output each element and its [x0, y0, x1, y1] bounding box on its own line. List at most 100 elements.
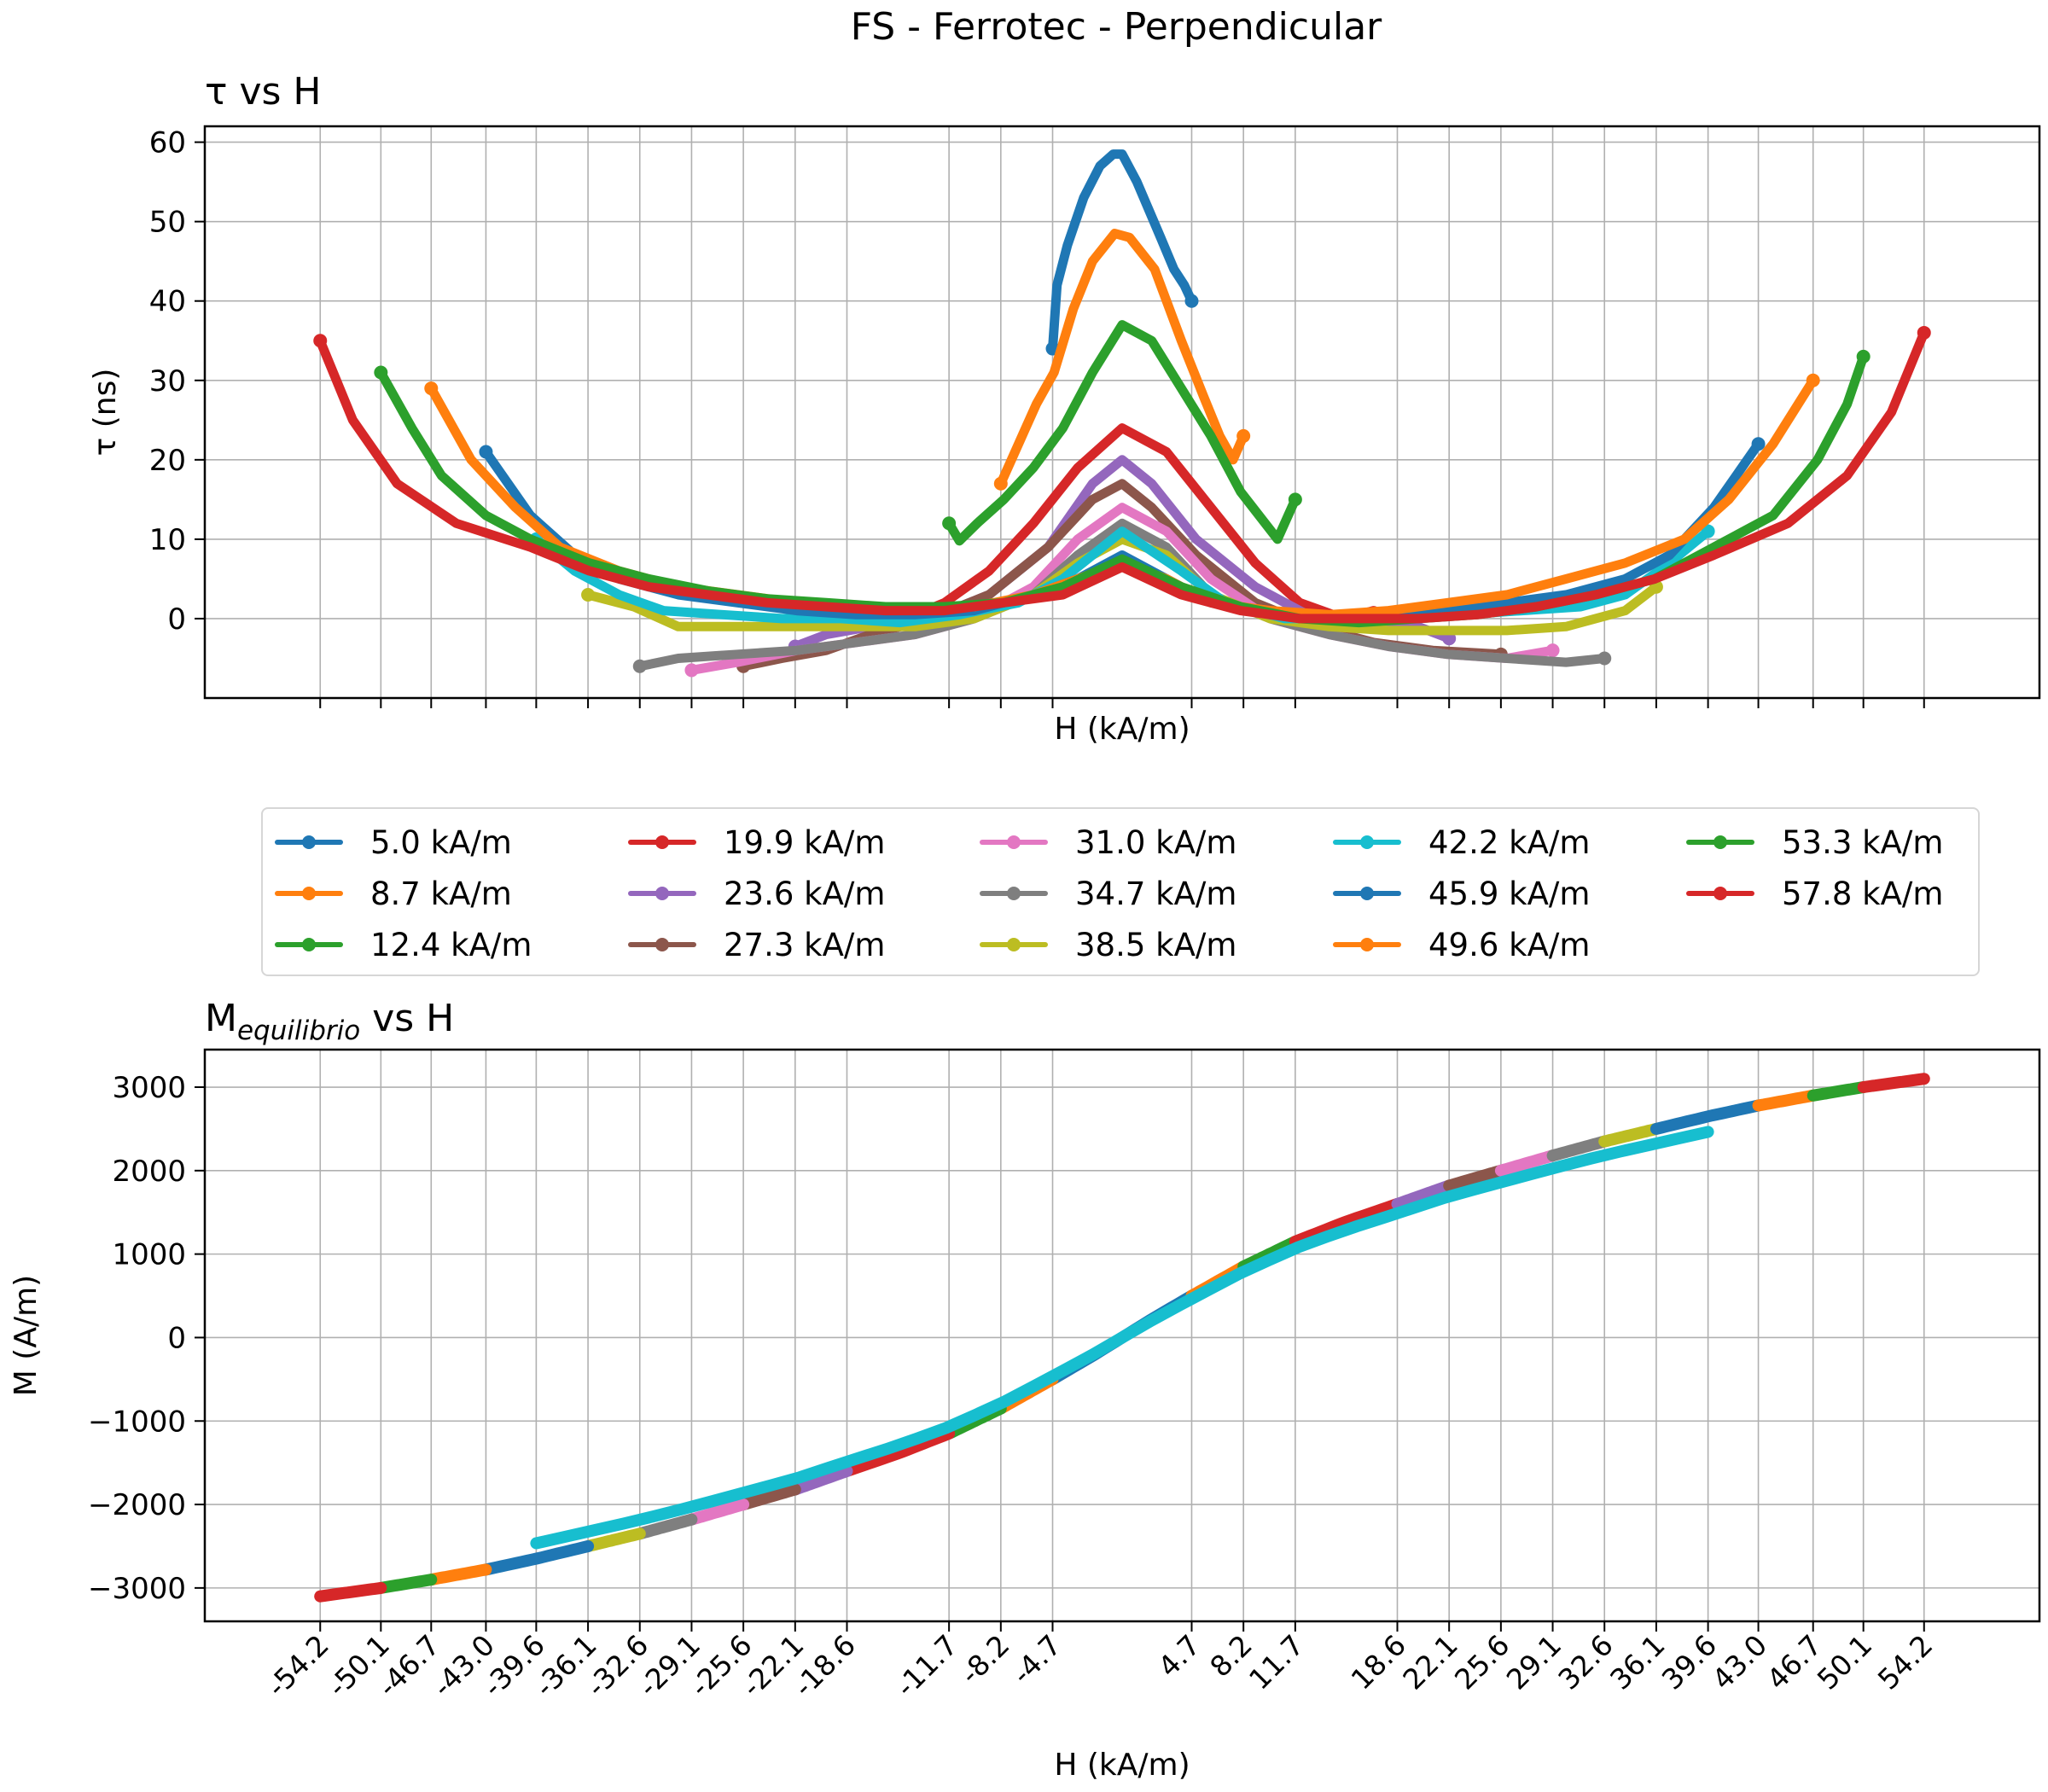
tau-grid: [205, 126, 2039, 698]
tau-series-point: [424, 381, 439, 396]
legend-item: 5.0 kA/m: [271, 821, 512, 864]
legend-item: 49.6 kA/m: [1329, 923, 1590, 966]
legend-swatch: [1683, 821, 1758, 864]
legend-label: 38.5 kA/m: [1075, 926, 1237, 963]
m-grid: [205, 1050, 2039, 1621]
legend-label: 53.3 kA/m: [1782, 823, 1944, 861]
legend-swatch-dot: [655, 887, 669, 900]
legend-swatch-dot: [1007, 835, 1021, 849]
y-tick-label: −3000: [88, 1572, 186, 1606]
tau-series-point: [1806, 373, 1820, 387]
y-tick-label: 2000: [112, 1155, 186, 1189]
legend-label: 34.7 kA/m: [1075, 875, 1237, 912]
legend-swatch-dot: [1713, 835, 1727, 849]
y-tick-label: 0: [167, 602, 186, 637]
m-series-line-34-7-ka-m: [1546, 1135, 1611, 1162]
m-series-line-27-3-ka-m: [737, 1483, 801, 1511]
legend-swatch: [1329, 923, 1405, 966]
x-tick-label: 25.6: [1448, 1628, 1516, 1696]
x-tick-label: 54.2: [1871, 1628, 1940, 1696]
m-series-line-19-9-ka-m: [1289, 1197, 1404, 1248]
m-series-line-57-8-ka-m: [314, 1581, 387, 1603]
legend-label: 5.0 kA/m: [370, 823, 512, 861]
m-series-line-34-7-ka-m: [633, 1513, 698, 1540]
legend-item: 27.3 kA/m: [625, 923, 885, 966]
m-series-line-31-0-ka-m: [1494, 1149, 1559, 1177]
legend-item: 31.0 kA/m: [976, 821, 1236, 864]
legend-label: 45.9 kA/m: [1428, 875, 1591, 912]
legend-swatch: [625, 872, 700, 915]
legend-swatch-dot: [302, 835, 316, 849]
tau-series-point: [1184, 294, 1199, 308]
legend-swatch-dot: [1360, 887, 1374, 900]
x-tick-label: 32.6: [1551, 1628, 1620, 1696]
x-tick-label: 46.7: [1760, 1628, 1829, 1696]
legend-item: 34.7 kA/m: [976, 872, 1236, 915]
m-series-line-45-9-ka-m: [480, 1540, 595, 1576]
x-tick-label: 39.6: [1655, 1628, 1724, 1696]
y-tick-label: 40: [149, 285, 186, 319]
tau-series-point: [581, 588, 596, 602]
legend-label: 27.3 kA/m: [724, 926, 886, 963]
tau-series-line-57-8-ka-m: [315, 328, 1929, 624]
tau-xlabel: H (kA/m): [1054, 712, 1190, 747]
m-series-line-49-6-ka-m: [425, 1563, 492, 1586]
legend-swatch: [1329, 821, 1405, 864]
x-tick-label: 50.1: [1811, 1628, 1879, 1696]
legend-swatch-dot: [1713, 887, 1727, 900]
y-tick-label: 10: [149, 523, 186, 557]
m-series-line-38-5-ka-m: [582, 1527, 646, 1552]
legend-item: 45.9 kA/m: [1329, 872, 1590, 915]
legend-swatch-dot: [1360, 938, 1374, 951]
m-series-line-45-9-ka-m: [1649, 1099, 1765, 1135]
legend-swatch: [625, 923, 700, 966]
x-tick-label: 22.1: [1396, 1628, 1464, 1696]
y-tick-label: 1000: [112, 1238, 186, 1272]
legend-swatch-dot: [655, 938, 669, 951]
legend-swatch-dot: [655, 835, 669, 849]
tau-series-point: [479, 445, 493, 459]
y-tick-label: −2000: [88, 1488, 186, 1522]
tau-series-point: [1751, 437, 1766, 451]
m-series-line-23-6-ka-m: [1391, 1179, 1456, 1210]
m-title-main: M: [205, 997, 237, 1040]
x-tick-label: -11.7: [889, 1628, 964, 1703]
legend: 5.0 kA/m 8.7 kA/m 12.4 kA/m 19.9 kA/m 23.6 k…: [261, 807, 1980, 976]
legend-swatch: [1329, 872, 1405, 915]
tau-series-group: [313, 149, 1931, 678]
y-tick-label: 60: [149, 126, 186, 160]
legend-label: 49.6 kA/m: [1428, 926, 1591, 963]
figure-title: FS - Ferrotec - Perpendicular: [851, 5, 1382, 49]
x-tick-label: 18.6: [1345, 1628, 1413, 1696]
m-axes: Mequilibrio vs H -54.2-50.1-46.7-43.0-39…: [9, 997, 2041, 1783]
legend-swatch: [1683, 872, 1758, 915]
legend-swatch: [976, 821, 1051, 864]
legend-label: 19.9 kA/m: [724, 823, 886, 861]
legend-item: 38.5 kA/m: [976, 923, 1236, 966]
tau-series-point: [1701, 524, 1715, 538]
m-series-line-49-6-ka-m: [1752, 1089, 1819, 1112]
x-tick-label: 11.7: [1242, 1628, 1311, 1696]
tau-series-point: [993, 476, 1008, 491]
m-series-line-19-9-ka-m: [841, 1427, 956, 1477]
y-tick-label: 50: [149, 206, 186, 240]
y-tick-label: 20: [149, 444, 186, 478]
legend-label: 31.0 kA/m: [1075, 823, 1237, 861]
legend-label: 42.2 kA/m: [1428, 823, 1591, 861]
tau-series-point: [1597, 651, 1612, 666]
legend-swatch-dot: [1360, 835, 1374, 849]
m-title-subscript: equilibrio: [237, 1015, 360, 1046]
legend-item: 53.3 kA/m: [1683, 821, 1943, 864]
x-tick-label: -8.2: [953, 1628, 1015, 1690]
legend-swatch-dot: [302, 887, 316, 900]
tau-title-text: τ vs H: [205, 70, 322, 113]
x-tick-label: 36.1: [1603, 1628, 1672, 1696]
m-series-line-57-8-ka-m: [1857, 1073, 1930, 1093]
tau-series-line-12-4-ka-m: [944, 320, 1300, 546]
m-ticks: -54.2-50.1-46.7-43.0-39.6-36.1-32.6-29.1…: [88, 1071, 1939, 1703]
y-tick-label: 0: [167, 1321, 186, 1355]
legend-label: 23.6 kA/m: [724, 875, 886, 912]
m-title: Mequilibrio vs H: [205, 997, 454, 1046]
legend-swatch: [976, 872, 1051, 915]
